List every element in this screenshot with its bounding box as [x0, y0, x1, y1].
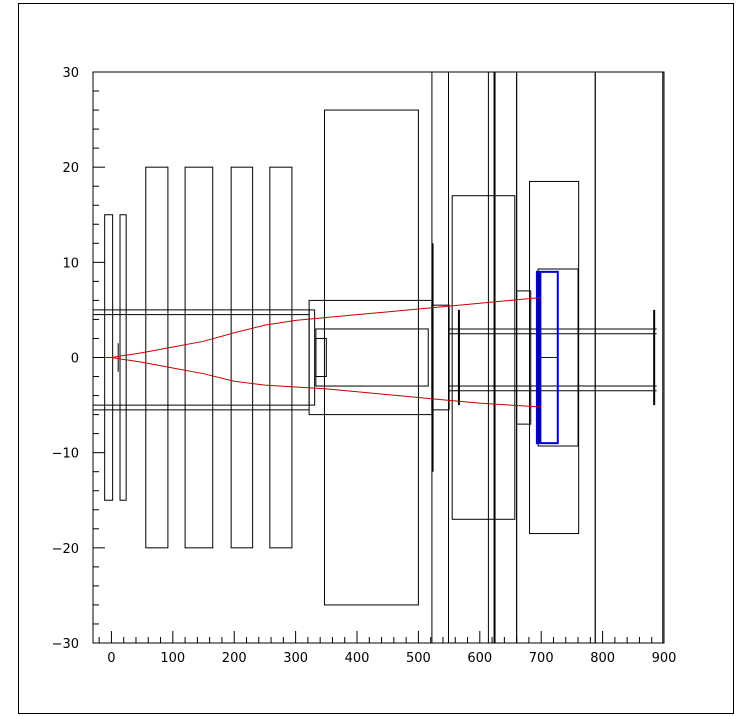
component-box-9 [315, 337, 327, 378]
component-box-13 [451, 195, 516, 520]
y-tick-label-5: −20 [52, 542, 79, 557]
highlighted-detector [535, 270, 559, 445]
component-box-8 [315, 328, 429, 387]
beam-pipe [93, 309, 657, 411]
component-box-17 [516, 290, 532, 425]
detector-components [104, 71, 664, 644]
x-tick-label-6: 600 [467, 651, 492, 666]
y-tick-label-0: 30 [62, 66, 79, 81]
x-tick-label-7: 700 [529, 651, 554, 666]
y-tick-label-3: 0 [71, 352, 79, 367]
x-tick-label-5: 500 [406, 651, 431, 666]
x-tick-label-0: 0 [107, 651, 115, 666]
y-tick-label-2: 10 [62, 256, 79, 271]
particle-tracks [93, 297, 542, 408]
track-1 [93, 357, 542, 408]
component-box-6 [323, 109, 419, 606]
y-tick-label-4: −10 [52, 447, 79, 462]
component-box-4 [230, 166, 254, 549]
axes: 0 100 200 300 400 500 600 700 800 9003020100−10−2… [52, 66, 677, 666]
component-box-19 [431, 304, 450, 411]
component-box-10 [308, 309, 316, 406]
detector-planes [117, 72, 656, 643]
component-box-1 [119, 214, 127, 501]
detector-geometry-plot: 0 100 200 300 400 500 600 700 800 9003020100−10−2… [52, 66, 677, 666]
x-tick-label-9: 900 [652, 651, 677, 666]
y-tick-label-6: −30 [52, 637, 79, 652]
component-box-2 [145, 166, 169, 549]
x-tick-label-3: 300 [283, 651, 308, 666]
diagram-frame: 0 100 200 300 400 500 600 700 800 900 30 20 10 0 −10 −2… [18, 3, 734, 714]
y-tick-label-1: 20 [62, 161, 79, 176]
track-0 [93, 297, 542, 358]
x-tick-label-1: 100 [160, 651, 185, 666]
x-tick-label-2: 200 [222, 651, 247, 666]
component-box-5 [269, 166, 293, 549]
x-tick-label-4: 400 [345, 651, 370, 666]
component-box-3 [184, 166, 214, 549]
component-box-11 [431, 71, 449, 644]
x-tick-label-8: 800 [590, 651, 615, 666]
component-box-16 [594, 71, 664, 644]
component-box-15 [529, 180, 580, 535]
